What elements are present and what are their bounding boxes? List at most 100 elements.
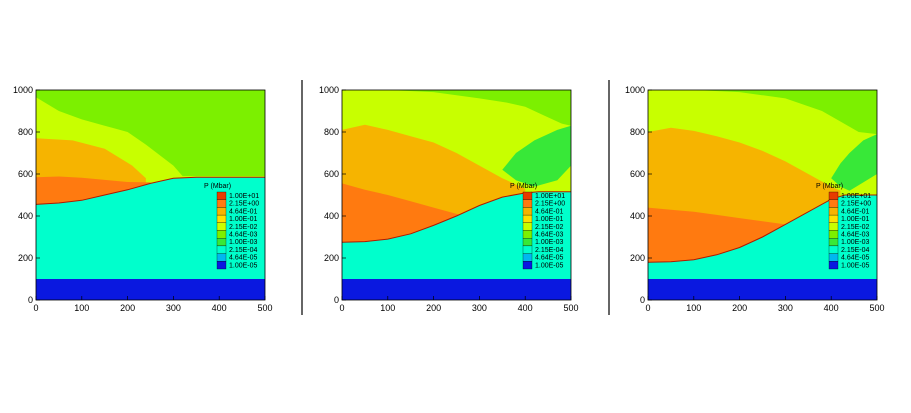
legend-swatch [828, 199, 839, 208]
y-tick-label: 0 [28, 295, 33, 305]
x-tick-label: 200 [120, 303, 135, 313]
legend-swatch [216, 199, 227, 208]
legend-label: 2.15E+00 [841, 201, 871, 208]
legend-label: 1.00E-01 [229, 216, 258, 223]
legend-label: 2.15E+00 [229, 201, 259, 208]
legend-swatch [828, 238, 839, 247]
legend-swatch [216, 230, 227, 239]
legend-label: 1.00E+01 [229, 193, 259, 200]
legend-label: 4.64E-01 [229, 208, 258, 215]
legend-swatch [216, 207, 227, 216]
legend-label: 4.64E-01 [535, 208, 564, 215]
y-tick-label: 1000 [319, 85, 339, 95]
x-tick-label: 100 [686, 303, 701, 313]
region-cyan [342, 191, 571, 300]
panel-1: 0 100 200 300 400 500 0 200 400 600 800 1000 P (Mbar… [13, 85, 273, 313]
y-tick-label: 600 [324, 169, 339, 179]
legend-swatch [828, 207, 839, 216]
legend-swatch [828, 245, 839, 254]
legend-label: 2.15E-04 [841, 247, 870, 254]
region-cyan [36, 177, 265, 300]
legend-label: 1.00E+01 [535, 193, 565, 200]
region-green-pocket [502, 125, 571, 187]
legend-swatch [828, 214, 839, 223]
y-tick-label: 400 [18, 211, 33, 221]
x-tick-label: 500 [869, 303, 884, 313]
y-tick-label: 600 [630, 169, 645, 179]
legend-label: 4.64E-05 [229, 255, 258, 262]
region-blue-band [648, 279, 877, 300]
legend-label: 2.15E-04 [535, 247, 564, 254]
legend-swatch [216, 261, 227, 270]
y-tick-label: 1000 [625, 85, 645, 95]
legend-swatch [522, 199, 533, 208]
y-tick-label: 600 [18, 169, 33, 179]
region-blue-band [342, 279, 571, 300]
legend-label: 2.15E-02 [229, 224, 258, 231]
legend-swatch [216, 245, 227, 254]
y-tick-label: 800 [630, 127, 645, 137]
x-tick-label: 400 [824, 303, 839, 313]
y-tick-label: 400 [630, 211, 645, 221]
interface-line [35, 176, 265, 205]
legend-swatch [522, 253, 533, 262]
legend-label: 1.00E-05 [535, 262, 564, 269]
legend-label: 4.64E-05 [841, 255, 870, 262]
legend: P (Mbar) 1.00E+012.15E+004.64E-011.00E-01… [816, 183, 871, 269]
x-tick-label: 200 [426, 303, 441, 313]
legend-swatch [216, 238, 227, 247]
legend-label: 4.64E-03 [841, 232, 870, 239]
legend-label: 4.64E-03 [535, 232, 564, 239]
x-tick-label: 100 [380, 303, 395, 313]
legend-swatch [522, 214, 533, 223]
legend-swatch [522, 191, 533, 200]
x-tick-label: 400 [212, 303, 227, 313]
legend-swatch [828, 191, 839, 200]
legend-label: 4.64E-05 [535, 255, 564, 262]
x-tick-label: 100 [74, 303, 89, 313]
legend: P (Mbar) 1.00E+012.15E+004.64E-011.00E-01… [510, 183, 565, 269]
y-tick-label: 0 [640, 295, 645, 305]
x-tick-label: 500 [257, 303, 272, 313]
legend-label: 1.00E-03 [841, 239, 870, 246]
x-tick-label: 300 [166, 303, 181, 313]
x-tick-label: 200 [732, 303, 747, 313]
y-tick-label: 200 [630, 253, 645, 263]
x-tick-label: 500 [563, 303, 578, 313]
legend-label: 1.00E-01 [535, 216, 564, 223]
y-tick-label: 200 [324, 253, 339, 263]
legend-label: 1.00E-05 [229, 262, 258, 269]
legend-label: 1.00E-03 [535, 239, 564, 246]
legend-label: 2.15E-02 [535, 224, 564, 231]
legend-swatch [828, 253, 839, 262]
x-tick-label: 0 [645, 303, 650, 313]
legend-title: P (Mbar) [816, 183, 843, 190]
y-tick-label: 1000 [13, 85, 33, 95]
legend-swatch [216, 253, 227, 262]
legend-swatch [522, 238, 533, 247]
legend-swatch [522, 245, 533, 254]
legend-label: 4.64E-03 [229, 232, 258, 239]
y-tick-label: 800 [324, 127, 339, 137]
panel-3: 0 100 200 300 400 500 0 200 400 600 800 1000 P (Mbar… [625, 85, 885, 313]
legend-label: 1.00E-05 [841, 262, 870, 269]
plot-frame [35, 89, 266, 301]
legend-swatch [522, 261, 533, 270]
legend-label: 1.00E+01 [841, 193, 871, 200]
legend-label: 1.00E-03 [229, 239, 258, 246]
plot-frame [341, 89, 572, 301]
legend: P (Mbar) 1.00E+012.15E+004.64E-011.00E-01… [204, 183, 259, 269]
legend-label: 2.15E-02 [841, 224, 870, 231]
legend-swatch [522, 230, 533, 239]
legend-label: 2.15E-04 [229, 247, 258, 254]
y-tick-label: 200 [18, 253, 33, 263]
x-tick-label: 300 [472, 303, 487, 313]
y-tick-label: 800 [18, 127, 33, 137]
legend-label: 1.00E-01 [841, 216, 870, 223]
legend-swatch [828, 222, 839, 231]
y-tick-label: 400 [324, 211, 339, 221]
legend-swatch [828, 230, 839, 239]
region-blue-band [36, 279, 265, 300]
x-tick-label: 300 [778, 303, 793, 313]
